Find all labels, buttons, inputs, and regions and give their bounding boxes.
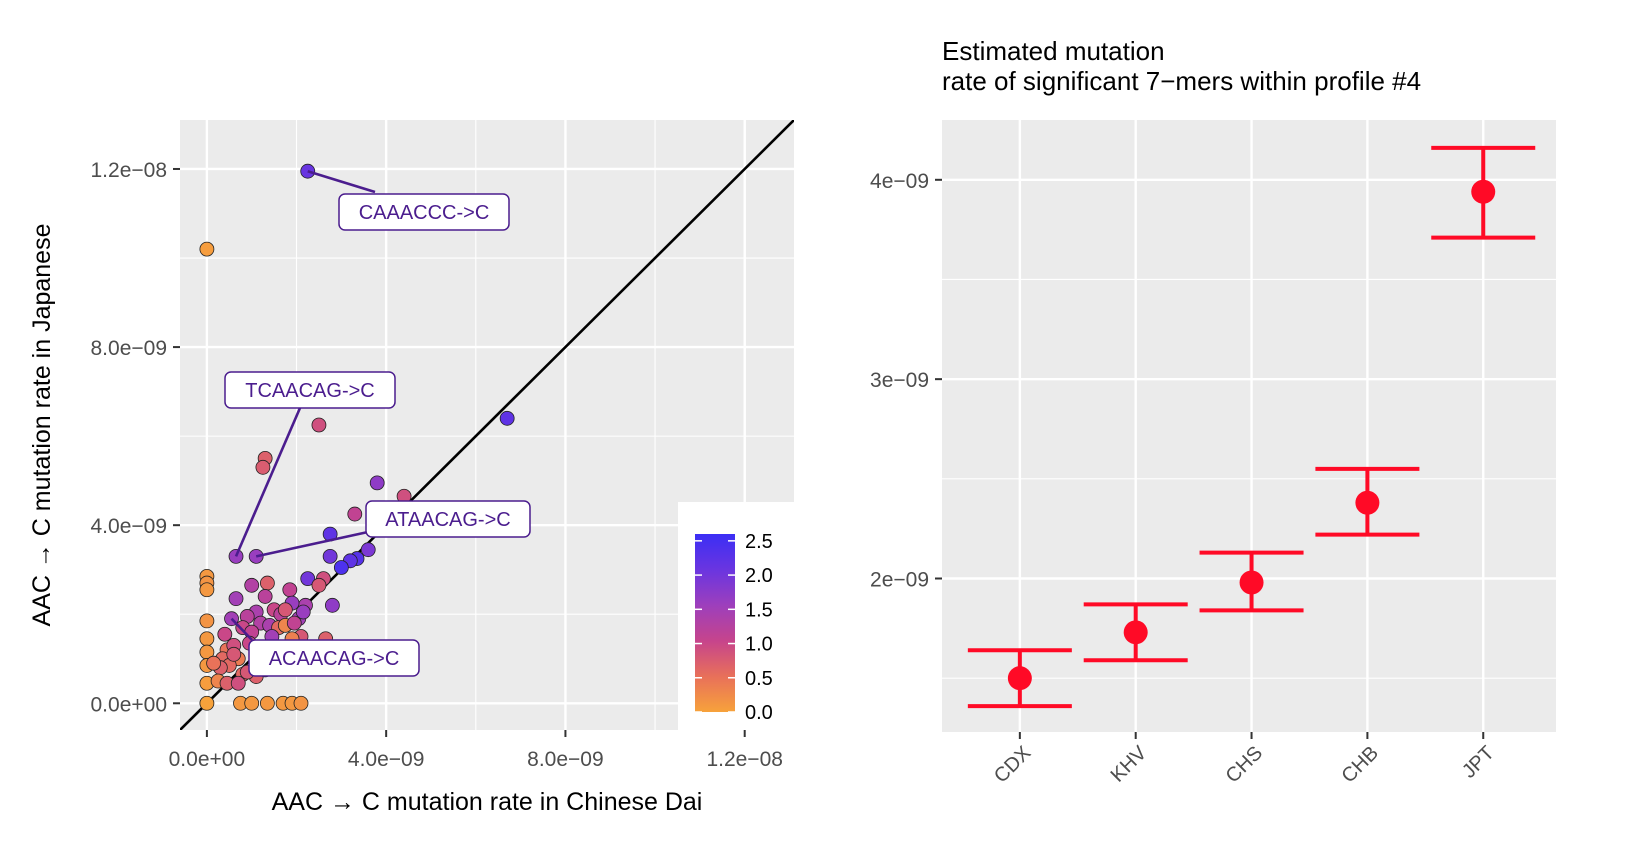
errorbar-x-axis: CDX KHV CHS CHB JPT: [990, 732, 1499, 787]
color-legend-tick-label: 0.5: [745, 668, 773, 690]
point-label-box: [365, 500, 531, 538]
point-label-box: [248, 639, 420, 677]
scatter-point: [244, 577, 260, 593]
errorbar-x-tick-label: CDX: [990, 742, 1035, 787]
scatter-point: [311, 417, 327, 433]
scatter-point: [347, 506, 363, 522]
color-legend-tick-label: 2.5: [745, 531, 773, 553]
scatter-point: [333, 560, 349, 575]
scatter-point: [293, 695, 309, 711]
scatter-x-tick-label: 4.0e−09: [348, 748, 425, 771]
scatter-point: [217, 626, 233, 642]
scatter-point: [324, 597, 340, 613]
color-legend-ticks: 2.5 2.0 1.5 1.0 0.5 0.0: [695, 531, 773, 724]
color-legend-tick-label: 1.0: [745, 634, 773, 656]
point-label-box: [224, 371, 396, 409]
errorbar-x-tick-label: CHS: [1222, 742, 1267, 787]
color-legend-tick-label: 0.0: [745, 702, 773, 724]
scatter-point: [286, 615, 302, 631]
scatter-point: [244, 695, 260, 711]
errorbar-title-line-1: Estimated mutation: [942, 36, 1165, 66]
errorbar-point: [1355, 490, 1380, 515]
point-label-text: ACAACAG->C: [269, 648, 400, 670]
scatter-point: [311, 577, 327, 593]
label-connector: [307, 169, 376, 194]
errorbar-plot-area: [942, 120, 1556, 732]
scatter-point: [228, 591, 244, 607]
color-legend: 2.5 2.0 1.5 1.0 0.5 0.0: [678, 502, 794, 730]
scatter-point: [199, 582, 215, 598]
scatter-point: [199, 695, 215, 711]
point-label-text: TCAACAG->C: [245, 380, 374, 402]
errorbar-x-tick-label: JPT: [1458, 742, 1499, 783]
scatter-point: [259, 575, 275, 591]
scatter-point: [295, 604, 311, 620]
scatter-y-tick-label: 0.0e+00: [91, 693, 168, 716]
scatter-point: [300, 571, 316, 587]
errorbar-marks: [967, 145, 1536, 709]
errorbar-x-tick-label: KHV: [1107, 742, 1152, 787]
errorbar-title-line-2: rate of significant 7−mers within profil…: [942, 66, 1421, 96]
point-label-box: [338, 193, 510, 231]
scatter-point: [277, 602, 293, 618]
errorbar-y-axis: 2e−09 3e−09 4e−09: [870, 170, 942, 592]
scatter-point: [360, 542, 376, 558]
errorbar-point: [1123, 620, 1148, 645]
scatter-point: [199, 631, 215, 647]
point-label-text: CAAACCC->C: [359, 202, 490, 224]
point-label-text: ATAACAG->C: [385, 509, 510, 531]
label-connector: [230, 617, 253, 641]
errorbar-y-tick-label: 2e−09: [870, 569, 929, 592]
scatter-point: [230, 675, 246, 691]
scatter-panel: CAAACCC->C TCAACAG->C ATAACAG->C ACAACAG->C…: [28, 120, 794, 816]
errorbar-point: [1471, 179, 1496, 204]
scatter-point: [369, 475, 385, 491]
errorbar-point: [1007, 666, 1032, 691]
scatter-x-tick-label: 1.2e−08: [706, 748, 783, 771]
scatter-y-axis-title: AAC → C mutation rate in Japanese: [28, 224, 56, 627]
label-connectors: [230, 169, 376, 641]
errorbar-x-tick-label: CHB: [1338, 742, 1383, 787]
color-legend-bar: [695, 534, 735, 712]
scatter-point: [226, 646, 242, 662]
scatter-point: [259, 695, 275, 711]
scatter-y-tick-label: 4.0e−09: [91, 515, 168, 538]
scatter-point: [199, 613, 215, 629]
scatter-point: [248, 548, 264, 564]
scatter-y-tick-label: 1.2e−08: [91, 159, 168, 182]
scatter-point: [282, 582, 298, 598]
point-labels: CAAACCC->C TCAACAG->C ATAACAG->C ACAACAG->C: [224, 193, 531, 677]
label-connector: [234, 407, 302, 557]
scatter-x-axis-title: AAC → C mutation rate in Chinese Dai: [272, 788, 703, 816]
scatter-y-tick-label: 8.0e−09: [91, 337, 168, 360]
scatter-point: [255, 459, 271, 475]
errorbar-y-tick-label: 4e−09: [870, 170, 929, 193]
scatter-x-tick-label: 0.0e+00: [169, 748, 246, 771]
label-connector: [255, 530, 369, 558]
scatter-point: [499, 410, 515, 426]
scatter-y-axis: 0.0e+00 4.0e−09 8.0e−09 1.2e−08: [91, 159, 180, 716]
scatter-point: [322, 548, 338, 564]
scatter-point: [257, 589, 273, 604]
scatter-point: [206, 655, 222, 671]
color-legend-tick-label: 2.0: [745, 565, 773, 587]
errorbar-panel: Estimated mutation rate of significant 7…: [870, 36, 1556, 787]
color-legend-tick-label: 1.5: [745, 599, 773, 621]
errorbar-point: [1239, 570, 1264, 595]
scatter-point: [199, 241, 215, 257]
errorbar-y-tick-label: 3e−09: [870, 369, 929, 392]
scatter-x-axis: 0.0e+00 4.0e−09 8.0e−09 1.2e−08: [169, 730, 783, 771]
errorbar-title: Estimated mutation rate of significant 7…: [942, 36, 1421, 96]
scatter-x-tick-label: 8.0e−09: [527, 748, 604, 771]
